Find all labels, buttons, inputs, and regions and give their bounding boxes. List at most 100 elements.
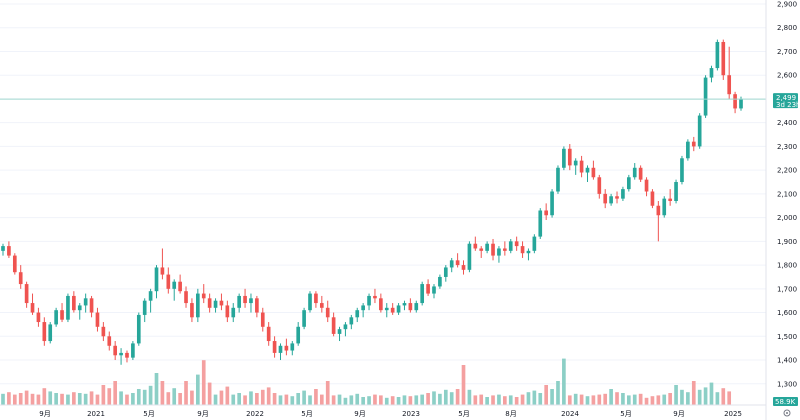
candle-body bbox=[1, 246, 5, 251]
volume-bar bbox=[107, 388, 112, 405]
volume-bar bbox=[231, 394, 236, 405]
candle-body bbox=[331, 317, 336, 334]
volume-bar bbox=[709, 382, 714, 405]
volume-bar bbox=[503, 396, 507, 405]
volume-bar bbox=[77, 393, 82, 405]
volume-bar bbox=[225, 386, 230, 405]
candle-body bbox=[503, 248, 507, 251]
volume-bar bbox=[526, 392, 531, 405]
x-tick-label: 5月 bbox=[458, 410, 469, 418]
candle-body bbox=[60, 310, 64, 320]
candle-body bbox=[526, 250, 531, 254]
candle-body bbox=[680, 158, 684, 183]
candle-body bbox=[30, 303, 35, 313]
volume-bar bbox=[691, 381, 696, 405]
volume-bar bbox=[178, 393, 182, 405]
last-price-badge: 2,499 3d 23h bbox=[773, 93, 800, 109]
volume-bar bbox=[544, 385, 548, 405]
y-tick-label: 1,700 bbox=[777, 285, 797, 293]
candle-body bbox=[113, 345, 118, 356]
volume-bar bbox=[461, 365, 466, 405]
candle-body bbox=[727, 75, 732, 95]
candle-body bbox=[125, 352, 129, 358]
volume-bar bbox=[83, 393, 88, 405]
candle-body bbox=[597, 177, 602, 194]
candle-body bbox=[196, 293, 200, 318]
volume-bar bbox=[567, 395, 572, 405]
x-tick-label: 2023 bbox=[402, 410, 420, 418]
candle-body bbox=[461, 265, 466, 270]
candle-body bbox=[467, 243, 472, 270]
candle-body bbox=[455, 260, 460, 266]
volume-bar bbox=[101, 385, 106, 405]
y-tick-label: 1,900 bbox=[777, 238, 797, 246]
candle-body bbox=[142, 300, 147, 315]
volume-bar bbox=[467, 389, 472, 405]
candle-body bbox=[119, 352, 123, 356]
volume-bar bbox=[644, 397, 649, 405]
x-tick-label: 8月 bbox=[505, 410, 516, 418]
x-tick-label: 2024 bbox=[561, 410, 579, 418]
candle-body bbox=[532, 236, 537, 251]
candle-body bbox=[249, 298, 253, 304]
candle-body bbox=[319, 303, 324, 308]
volume-bar bbox=[668, 393, 672, 405]
candle-body bbox=[556, 167, 560, 192]
x-axis[interactable]: 9月 2021 5月 9月 2022 5月 9月 2023 5月 8月 2024 5月 9月 2025 bbox=[0, 404, 766, 418]
candle-body bbox=[538, 210, 543, 237]
last-price-countdown: 3d 23h bbox=[776, 101, 800, 109]
volume-bar bbox=[72, 392, 76, 405]
y-tick-label: 1,400 bbox=[777, 357, 797, 365]
volume-bar bbox=[384, 397, 389, 405]
volume-bar bbox=[136, 389, 141, 405]
volume-bar bbox=[290, 396, 295, 405]
candle-body bbox=[178, 281, 182, 292]
candle-body bbox=[107, 336, 112, 346]
candle-body bbox=[396, 305, 401, 313]
volume-bar bbox=[278, 395, 283, 405]
candle-body bbox=[721, 41, 726, 76]
candle-body bbox=[662, 198, 667, 216]
volume-bar bbox=[196, 374, 200, 405]
y-tick-label: 2,700 bbox=[777, 48, 797, 56]
volume-bar bbox=[721, 388, 726, 405]
candle-body bbox=[54, 310, 58, 325]
volume-bar bbox=[497, 394, 501, 405]
volume-bar bbox=[166, 392, 171, 405]
volume-bar bbox=[1, 393, 5, 405]
volume-bar bbox=[184, 381, 188, 405]
settings-icon[interactable] bbox=[783, 409, 791, 417]
volume-bar bbox=[266, 387, 271, 405]
volume-bar bbox=[491, 395, 495, 405]
candle-body bbox=[278, 345, 283, 353]
candle-body bbox=[408, 303, 413, 311]
candle-body bbox=[184, 291, 188, 304]
volume-bar bbox=[361, 397, 365, 405]
candle-body bbox=[384, 307, 389, 311]
y-axis[interactable]: 2,9002,8002,7002,6002,5002,4002,3002,200… bbox=[765, 0, 797, 420]
volume-bar bbox=[119, 391, 123, 405]
volume-bar bbox=[662, 394, 667, 405]
candle-body bbox=[479, 248, 484, 251]
volume-bar bbox=[686, 392, 690, 405]
volume-bar bbox=[556, 381, 560, 405]
volume-bar bbox=[550, 389, 554, 405]
volume-bar bbox=[54, 393, 58, 405]
candle-body bbox=[514, 241, 519, 247]
volume-bar bbox=[296, 393, 301, 405]
candle-body bbox=[231, 307, 236, 318]
volume-bar bbox=[579, 394, 584, 405]
candle-body bbox=[166, 274, 171, 289]
candle-body bbox=[190, 303, 194, 318]
candle-body bbox=[733, 94, 737, 109]
grid bbox=[0, 3, 766, 385]
candle-body bbox=[644, 179, 649, 192]
volume-bar bbox=[131, 393, 135, 405]
volume-badge: 58.9K bbox=[773, 397, 798, 406]
x-tick-label: 9月 bbox=[197, 410, 208, 418]
candle-body bbox=[367, 295, 371, 306]
candle-body bbox=[154, 267, 159, 292]
candle-body bbox=[626, 177, 631, 190]
